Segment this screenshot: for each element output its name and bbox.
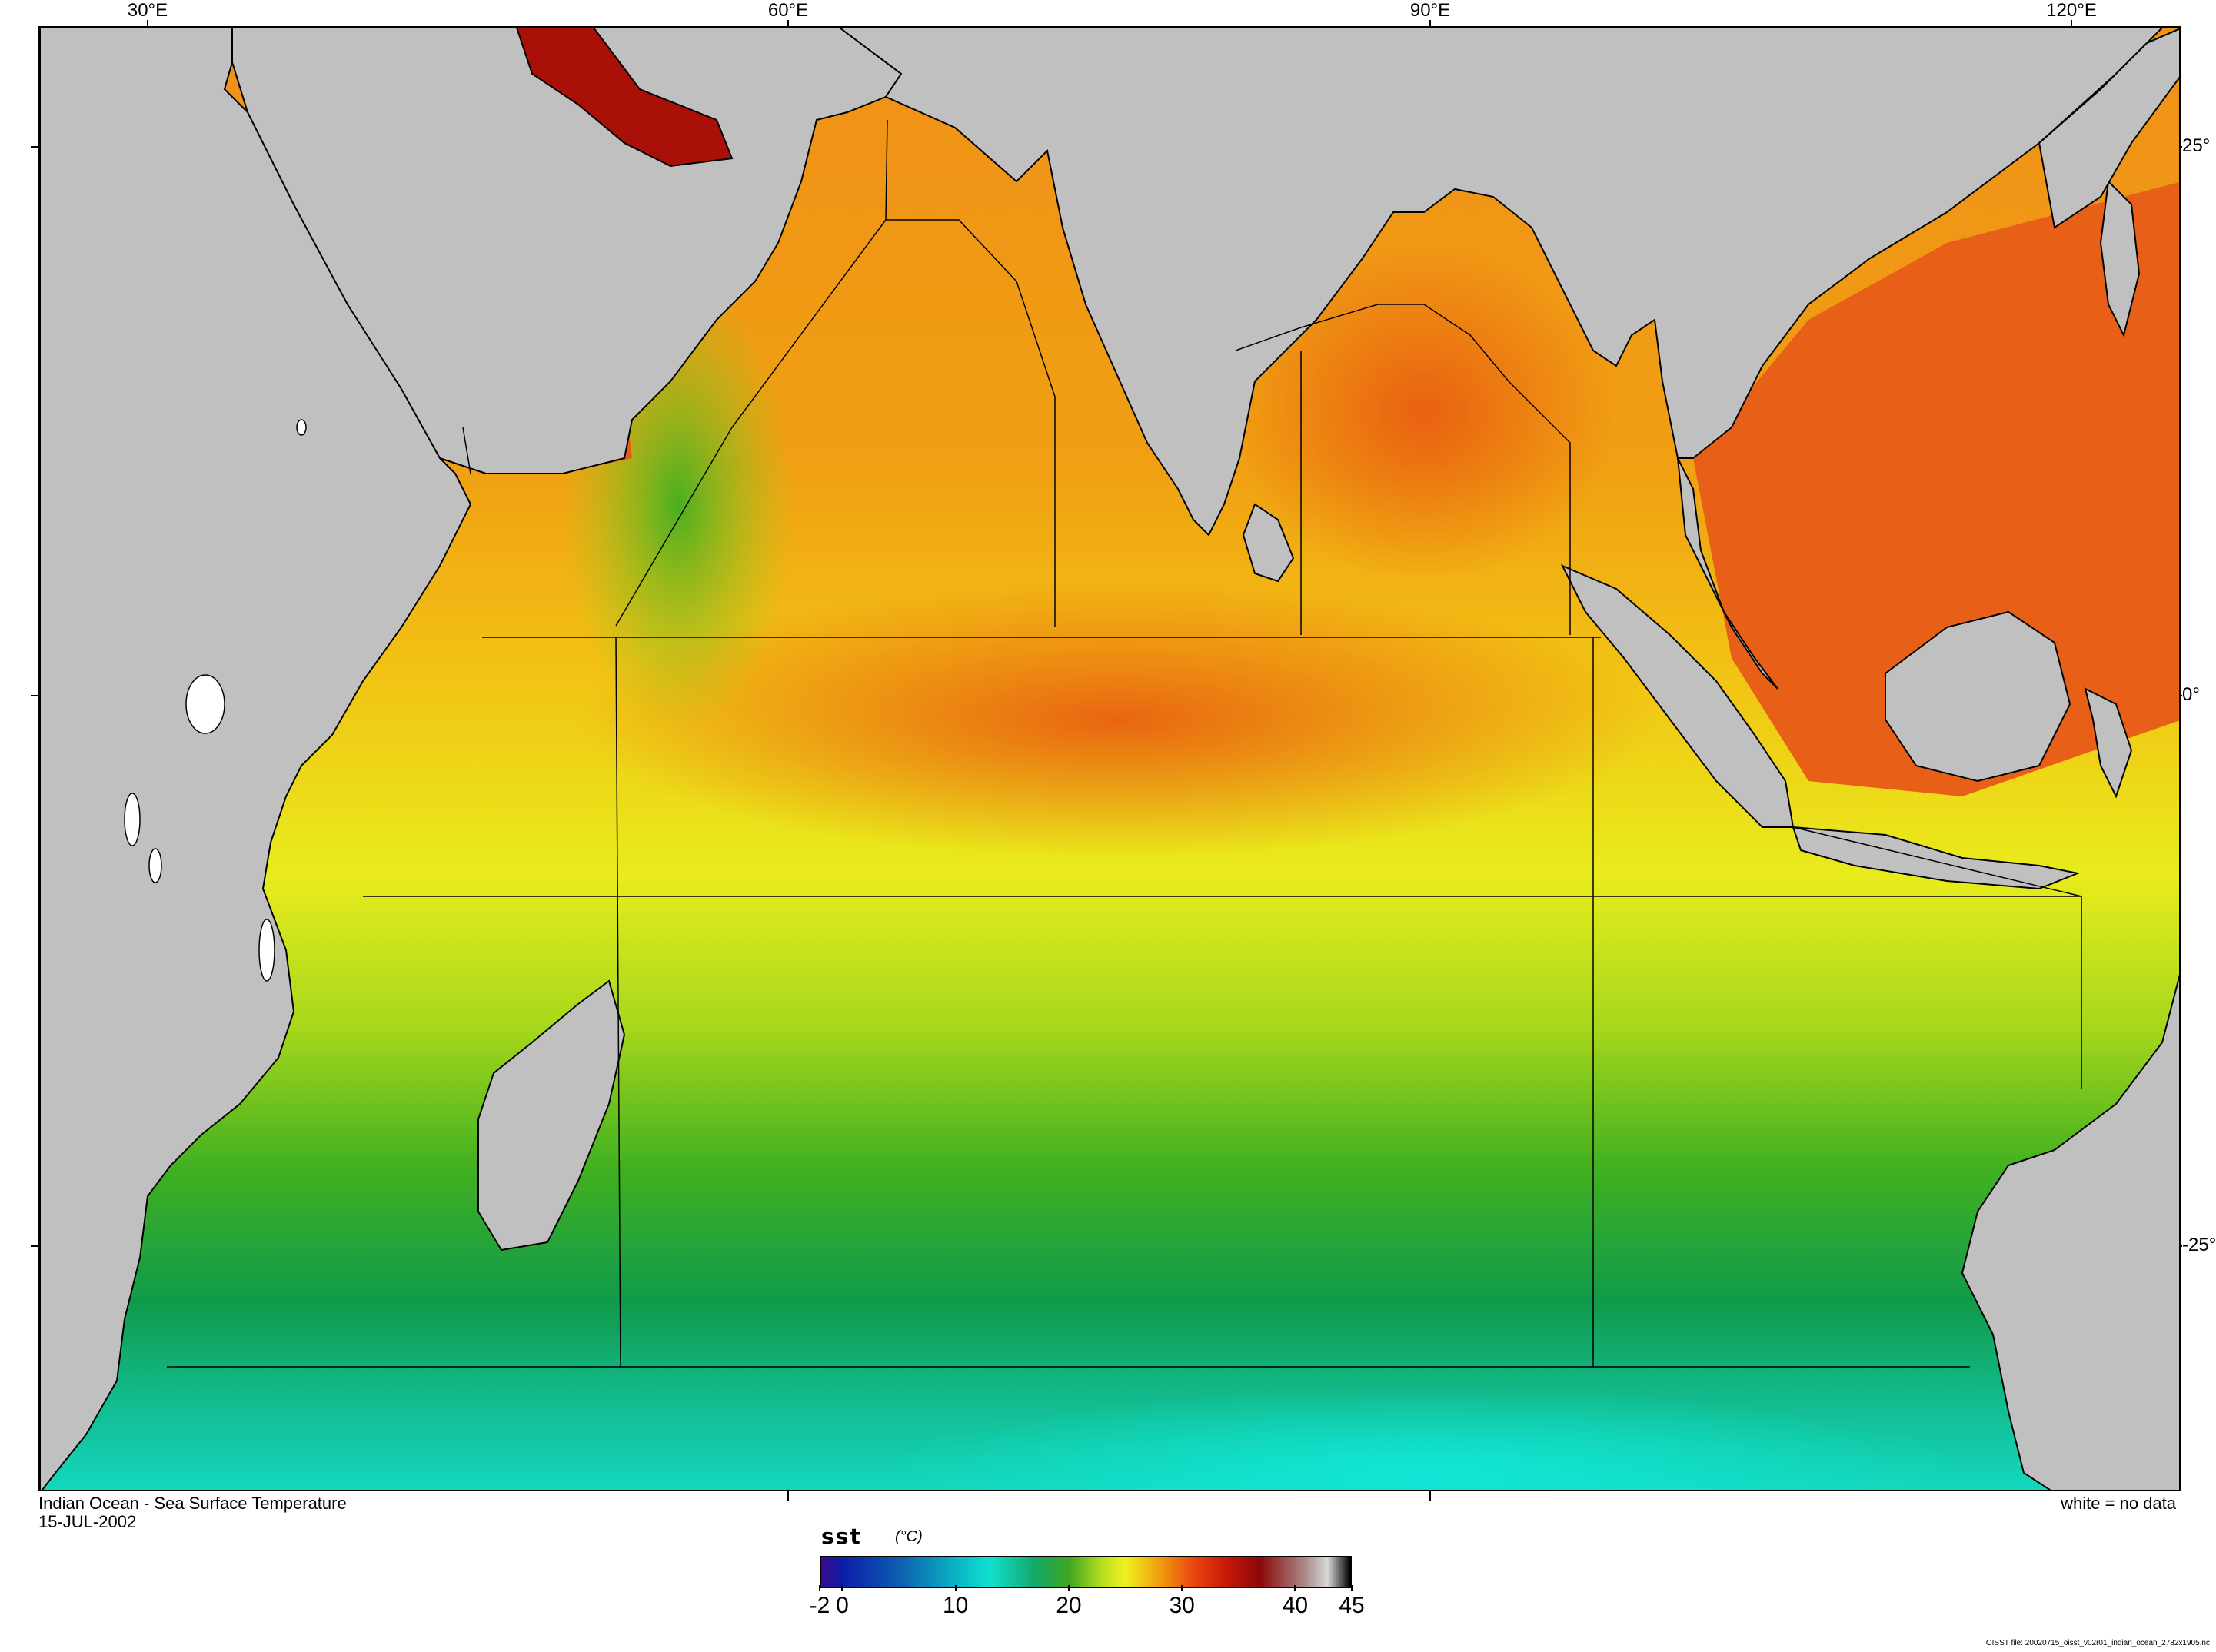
lon-tick-30e (147, 20, 148, 29)
no-data-note: white = no data (2061, 1494, 2176, 1513)
warm-pool-equatorial (578, 581, 1655, 858)
land-borneo (1885, 610, 2071, 783)
cool-south (886, 1388, 1962, 1490)
land-australia (1961, 974, 2179, 1490)
colorbar-tick-label: 20 (1056, 1593, 1082, 1618)
lon-label-90e: 90°E (1409, 0, 1451, 21)
lat-tick-left-0 (31, 695, 40, 696)
colorbar-tick-mark (841, 1585, 843, 1591)
colorbar-tick-mark (1067, 1585, 1070, 1591)
colorbar-tick-label: 10 (942, 1593, 969, 1618)
land-africa-arabia (40, 28, 903, 1490)
box-west-divider (615, 637, 621, 1368)
land-sulawesi (2084, 687, 2133, 799)
lon-label-30e: 30°E (127, 0, 168, 21)
box-bay-of-bengal (1235, 304, 1571, 635)
colorbar (820, 1556, 1352, 1588)
warm-pool-bay (1232, 243, 1616, 581)
island-no-data-1 (185, 674, 225, 734)
colorbar-title: sst (821, 1524, 862, 1549)
lon-tick-bottom-90e (1429, 1491, 1431, 1501)
box-red-sea (462, 427, 471, 474)
box-arabian-top (885, 119, 888, 221)
box-arabian-sea (615, 219, 1056, 627)
lon-label-120e: 120°E (2046, 0, 2097, 21)
colorbar-tick-mark (819, 1585, 820, 1591)
sst-map[interactable] (38, 26, 2181, 1491)
colorbar-tick-mark (1351, 1585, 1353, 1591)
lat-label-25n: 25° (2182, 135, 2211, 156)
island-no-data-2 (124, 793, 141, 846)
land-sri-lanka (1242, 503, 1295, 583)
colorbar-tick-label: 40 (1282, 1593, 1309, 1618)
land-east-coast-asia (2038, 28, 2179, 229)
map-date: 15-JUL-2002 (38, 1512, 137, 1531)
island-no-data-5 (296, 419, 307, 436)
colorbar-tick-mark (1294, 1585, 1296, 1591)
lat-label-0: 0° (2182, 684, 2200, 705)
lat-tick-left-25n (31, 146, 40, 148)
lon-tick-90e (1429, 20, 1431, 29)
lon-tick-60e (787, 20, 789, 29)
colorbar-tick-label: 45 (1339, 1593, 1365, 1618)
south-china-sea (1693, 182, 2179, 796)
colorbar-tick-label: -2 (809, 1593, 830, 1618)
lat-label-25s: -25° (2182, 1235, 2216, 1255)
colorbar-units: (°C) (895, 1528, 923, 1545)
island-no-data-4 (148, 848, 162, 883)
colorbar-tick-mark (954, 1585, 957, 1591)
land-java (1792, 826, 2081, 890)
island-no-data-3 (258, 919, 275, 982)
land-madagascar (477, 979, 626, 1251)
lon-tick-120e (2071, 20, 2072, 29)
land-india (838, 28, 2164, 537)
map-title: Indian Ocean - Sea Surface Temperature (38, 1494, 347, 1513)
land-southeast-asia (1677, 457, 1778, 690)
file-note: OISST file: 20020715_oisst_v02r01_indian… (1985, 1639, 2210, 1647)
lat-tick-left-25s (31, 1245, 40, 1247)
lon-tick-bottom-60e (787, 1491, 789, 1501)
colorbar-tick-label: 0 (836, 1593, 849, 1618)
box-east-border (1792, 826, 2082, 1089)
colorbar-tick-label: 30 (1169, 1593, 1195, 1618)
land-philippines (2099, 179, 2141, 337)
lon-label-60e: 60°E (767, 0, 809, 21)
colorbar-tick-mark (1181, 1585, 1183, 1591)
